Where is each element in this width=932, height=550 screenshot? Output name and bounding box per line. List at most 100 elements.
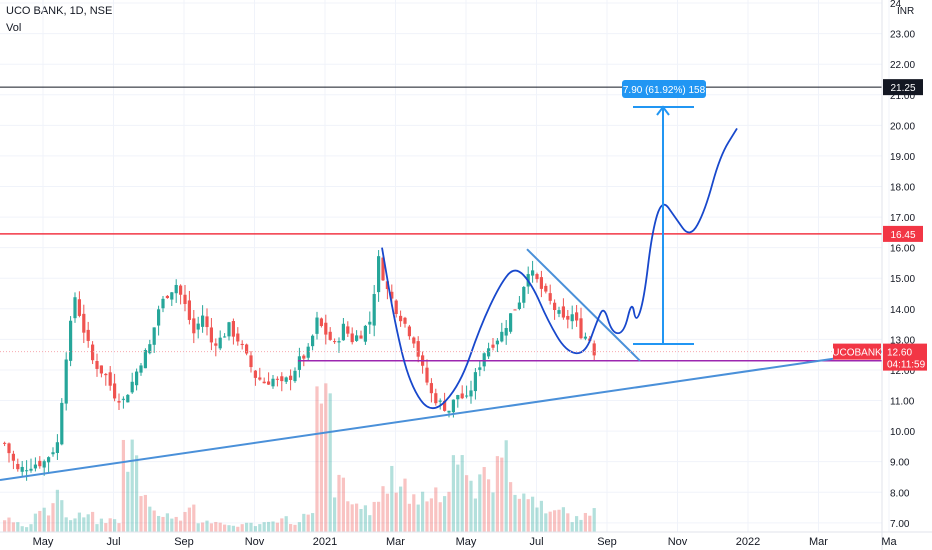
- volume-bar: [262, 522, 266, 532]
- volume-bar: [245, 522, 249, 532]
- countdown-label: 04:11:59: [887, 360, 926, 371]
- candle-body: [407, 326, 411, 337]
- volume-bar: [337, 474, 341, 532]
- volume-bar: [509, 482, 513, 532]
- volume-bar: [372, 501, 376, 532]
- candle-body: [201, 315, 205, 327]
- candle-body: [91, 344, 95, 361]
- candle-body: [108, 372, 112, 386]
- price-tag: [883, 225, 923, 242]
- volume-bar: [522, 493, 526, 532]
- volume-bar: [465, 475, 469, 532]
- candle-body: [429, 383, 433, 394]
- volume-bar: [491, 492, 495, 532]
- volume-bar: [174, 516, 178, 532]
- time-tick-label: Mar: [386, 536, 405, 548]
- candlestick-series: [3, 250, 596, 481]
- candle-body: [51, 452, 55, 455]
- volume-bar: [152, 510, 156, 532]
- volume-indicator-label[interactable]: Vol: [6, 22, 22, 34]
- candle-body: [539, 277, 543, 289]
- candle-body: [456, 395, 460, 400]
- candle-body: [275, 378, 279, 380]
- volume-bar: [460, 455, 464, 532]
- volume-bar: [394, 492, 398, 532]
- candle-body: [33, 464, 37, 469]
- candle-body: [47, 457, 51, 463]
- candle-body: [566, 315, 570, 320]
- price-tick-label: 9.00: [890, 458, 910, 469]
- price-tick-label: 18.00: [890, 183, 915, 194]
- volume-bar: [86, 514, 90, 532]
- candle-body: [553, 302, 557, 311]
- volume-bar: [544, 513, 548, 532]
- volume-bar: [429, 498, 433, 532]
- volume-bar: [227, 525, 231, 532]
- volume-bar: [240, 524, 244, 532]
- volume-bar: [249, 522, 253, 532]
- candle-body: [302, 355, 306, 359]
- candle-body: [583, 336, 587, 339]
- time-tick-label: Nov: [668, 536, 688, 548]
- candle-body: [544, 285, 548, 292]
- candle-body: [289, 375, 293, 380]
- candle-body: [245, 344, 249, 354]
- currency-label[interactable]: INR: [897, 6, 915, 17]
- candle-body: [42, 461, 46, 468]
- volume-bar: [275, 522, 279, 532]
- volume-bar: [284, 516, 288, 532]
- candle-body: [535, 274, 539, 280]
- volume-bar: [363, 505, 367, 532]
- volume-bar: [328, 393, 332, 532]
- price-tick-label: 15.00: [890, 274, 915, 285]
- volume-bar: [33, 513, 37, 532]
- volume-bar: [218, 522, 222, 532]
- candle-body: [592, 343, 596, 356]
- volume-bar: [456, 464, 460, 532]
- candle-body: [271, 378, 275, 387]
- candle-body: [236, 333, 240, 342]
- volume-bar: [553, 510, 557, 532]
- volume-bar: [412, 494, 416, 532]
- candle-body: [55, 442, 59, 453]
- volume-bar: [513, 494, 517, 532]
- candle-body: [561, 306, 565, 318]
- candle-body: [130, 381, 134, 393]
- candle-body: [187, 300, 191, 320]
- candle-body: [522, 286, 526, 303]
- volume-bar: [209, 523, 213, 532]
- price-tick-label: 16.00: [890, 244, 915, 255]
- volume-bar: [399, 486, 403, 532]
- price-tick-label: 11.00: [890, 397, 915, 408]
- volume-bar: [231, 525, 235, 532]
- volume-bar: [280, 518, 284, 532]
- last-price-label: 12.60: [887, 348, 912, 359]
- volume-bar: [126, 471, 130, 532]
- candle-body: [297, 356, 301, 370]
- volume-bar: [223, 524, 227, 532]
- volume-bar: [500, 457, 504, 532]
- volume-bar: [3, 520, 7, 532]
- volume-bar: [319, 403, 323, 532]
- candle-body: [231, 321, 235, 337]
- candle-body: [390, 291, 394, 299]
- candle-body: [148, 344, 152, 354]
- candle-body: [434, 393, 438, 404]
- candle-body: [425, 367, 429, 383]
- volume-bar: [113, 519, 117, 532]
- candle-body: [20, 466, 24, 472]
- volume-bar: [495, 456, 499, 532]
- candle-body: [438, 400, 442, 402]
- volume-bar: [561, 507, 565, 532]
- candle-body: [579, 318, 583, 339]
- volume-bar: [469, 480, 473, 532]
- candle-body: [315, 317, 319, 334]
- volume-bar: [333, 497, 337, 532]
- candle-body: [491, 344, 495, 348]
- candle-body: [209, 327, 213, 343]
- volume-bar: [566, 513, 570, 532]
- price-tick-label: 21.00: [890, 91, 915, 102]
- volume-bar: [271, 521, 275, 532]
- volume-bar: [267, 521, 271, 532]
